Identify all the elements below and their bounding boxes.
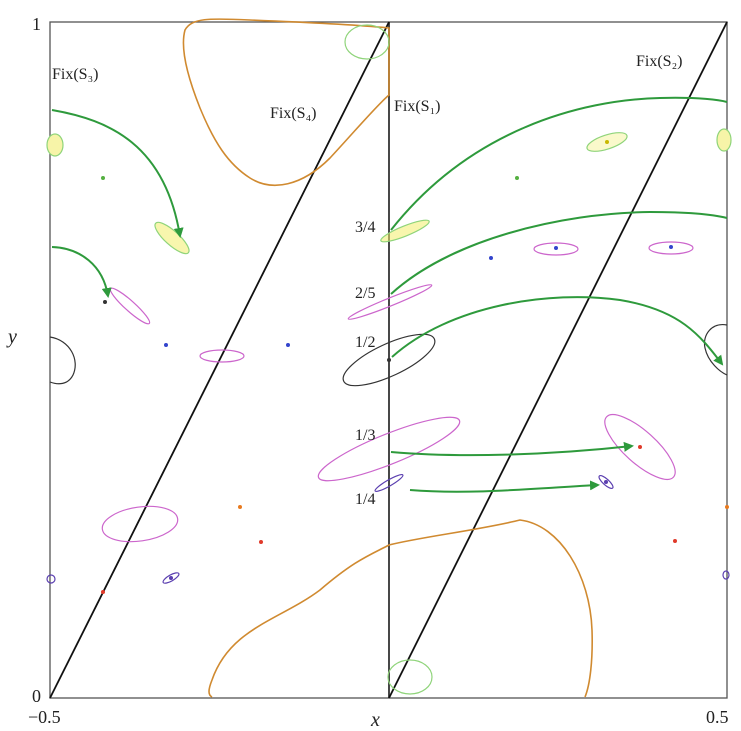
rotation-number-label: 3/4 bbox=[355, 219, 375, 236]
arrow-left-upper bbox=[51, 109, 184, 238]
orbit-1-3 bbox=[317, 416, 461, 482]
yellow-dot bbox=[605, 140, 609, 144]
dark-dot bbox=[387, 358, 391, 362]
purple-dot bbox=[169, 576, 173, 580]
fix-s4-line bbox=[49, 21, 390, 699]
periodic-points bbox=[101, 140, 729, 594]
green-dot bbox=[101, 176, 105, 180]
orbit-2-5 bbox=[347, 284, 433, 320]
orbit-3-4 bbox=[380, 219, 430, 243]
magenta-island-lower-left bbox=[101, 505, 179, 543]
purple-island-left-edge bbox=[46, 574, 56, 584]
black-orbit-right-edge bbox=[703, 323, 728, 376]
orange-curve-bottom bbox=[208, 519, 593, 698]
fix-s2-line bbox=[388, 21, 728, 699]
orbit-1-2 bbox=[342, 333, 436, 387]
green-island-bottom bbox=[387, 659, 433, 695]
arrow-1-2-to-right bbox=[391, 296, 724, 366]
green-island-left bbox=[154, 221, 190, 255]
orbit-1-4 bbox=[374, 473, 404, 493]
arrow-left-lower bbox=[51, 246, 112, 298]
arrow-1-3-to-right bbox=[390, 441, 634, 457]
x-max-label: 0.5 bbox=[706, 707, 729, 727]
black-orbit-left-edge bbox=[49, 336, 76, 385]
purple-dot bbox=[604, 480, 608, 484]
fix-s1-label: Fix(S₁) bbox=[394, 98, 440, 115]
y-max-label: 1 bbox=[32, 14, 41, 34]
arrow-3-4-to-right bbox=[390, 96, 728, 231]
blue-dot bbox=[286, 343, 290, 347]
green-island-top bbox=[344, 24, 390, 60]
arrow-2-5-to-right bbox=[390, 210, 728, 295]
magenta-island-upper-left bbox=[109, 287, 151, 325]
red-dot bbox=[101, 590, 105, 594]
magenta-island-right bbox=[604, 414, 676, 480]
orange-dot bbox=[238, 505, 242, 509]
fix-s2-label: Fix(S₂) bbox=[636, 53, 682, 70]
rotation-number-label: 1/3 bbox=[355, 427, 375, 444]
magenta-island-upper-right-a bbox=[533, 242, 579, 256]
green-island-right-edge bbox=[716, 128, 732, 152]
blue-dot bbox=[164, 343, 168, 347]
fix-s3-label: Fix(S₃) bbox=[52, 66, 98, 83]
green-dot bbox=[515, 176, 519, 180]
purple-island-right-edge bbox=[722, 570, 730, 580]
rotation-number-label: 1/2 bbox=[355, 334, 375, 351]
dark-dot bbox=[103, 300, 107, 304]
x-axis-label: x bbox=[370, 709, 380, 731]
red-dot bbox=[673, 539, 677, 543]
blue-dot bbox=[669, 245, 673, 249]
y-min-label: 0 bbox=[32, 686, 41, 706]
blue-dot bbox=[489, 256, 493, 260]
fix-s4-label: Fix(S₄) bbox=[270, 105, 316, 122]
x-min-label: −0.5 bbox=[28, 707, 61, 727]
blue-dot bbox=[554, 246, 558, 250]
purple-island-right bbox=[598, 474, 614, 490]
orange-dot bbox=[725, 505, 729, 509]
magenta-island-mid-left bbox=[199, 349, 245, 363]
y-axis-label: y bbox=[6, 326, 17, 348]
rotation-number-label: 2/5 bbox=[355, 285, 375, 302]
magenta-island-upper-right-b bbox=[648, 241, 694, 255]
orange-curve-top bbox=[182, 18, 390, 186]
arrow-1-4-to-right bbox=[409, 480, 600, 493]
purple-island-lower-left bbox=[162, 572, 180, 584]
rotation-number-label: 1/4 bbox=[355, 491, 375, 508]
red-dot bbox=[638, 445, 642, 449]
green-island-left-edge bbox=[46, 133, 64, 157]
red-dot bbox=[259, 540, 263, 544]
